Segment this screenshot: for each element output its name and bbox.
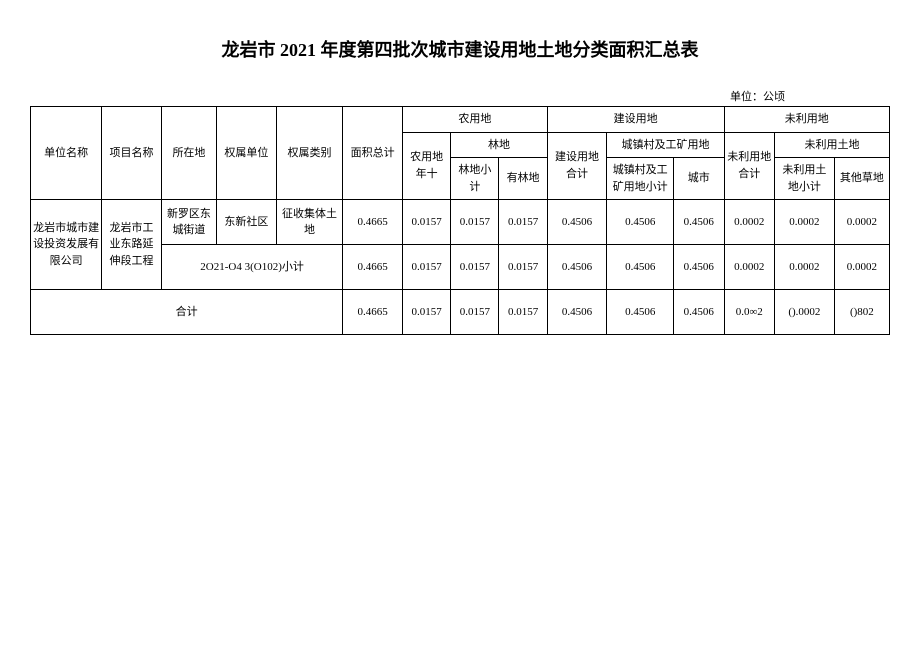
h-unit-name: 单位名称 [31, 107, 102, 200]
page-title: 龙岩市 2021 年度第四批次城市建设用地土地分类面积汇总表 [30, 36, 890, 62]
cell-project-name: 龙岩市工业东路延伸段工程 [102, 200, 162, 290]
cell: 0.0157 [499, 200, 547, 245]
cell: 0.4665 [343, 245, 403, 290]
h-forest-has: 有林地 [499, 158, 547, 200]
h-town-mine-sub: 城镇村及工矿用地小计 [607, 158, 674, 200]
h-build-total: 建设用地合计 [547, 132, 607, 200]
cell: ()802 [834, 290, 889, 335]
cell: 0.0002 [775, 245, 835, 290]
cell: 0.0157 [451, 290, 499, 335]
cell: 0.4506 [547, 245, 607, 290]
h-agri-land: 农用地 [403, 107, 548, 133]
cell: ().0002 [775, 290, 835, 335]
cell: 0.0157 [403, 245, 451, 290]
summary-table: 单位名称 项目名称 所在地 权属单位 权属类别 面积总计 农用地 建设用地 未利… [30, 106, 890, 335]
h-area-total: 面积总计 [343, 107, 403, 200]
h-forest: 林地 [451, 132, 547, 158]
h-forest-sub: 林地小计 [451, 158, 499, 200]
cell: 0.0157 [403, 290, 451, 335]
cell-unit-name: 龙岩市城市建设投资发展有限公司 [31, 200, 102, 290]
cell-owner-type: 征收集体土地 [276, 200, 343, 245]
cell-sum-label: 合计 [31, 290, 343, 335]
cell: 0.0002 [724, 200, 775, 245]
h-town-mine: 城镇村及工矿用地 [607, 132, 724, 158]
h-build-land: 建设用地 [547, 107, 724, 133]
cell: 0.0∞2 [724, 290, 775, 335]
cell: 0.4506 [607, 245, 674, 290]
table-row-sum: 合计 0.4665 0.0157 0.0157 0.0157 0.4506 0.… [31, 290, 890, 335]
cell: 0.4506 [607, 200, 674, 245]
cell: 0.4506 [673, 200, 724, 245]
h-unused-sub: 未利用土地小计 [775, 158, 835, 200]
cell: 0.4506 [547, 200, 607, 245]
h-city: 城市 [673, 158, 724, 200]
cell-subtotal-label: 2O21-O4 3(O102)小计 [161, 245, 342, 290]
cell: 0.0157 [451, 200, 499, 245]
cell: 0.0157 [403, 200, 451, 245]
table-row: 龙岩市城市建设投资发展有限公司 龙岩市工业东路延伸段工程 新罗区东城街道 东新社… [31, 200, 890, 245]
cell: 0.0002 [834, 245, 889, 290]
header-row-1: 单位名称 项目名称 所在地 权属单位 权属类别 面积总计 农用地 建设用地 未利… [31, 107, 890, 133]
cell: 0.4506 [547, 290, 607, 335]
cell: 0.4506 [673, 290, 724, 335]
h-unused-total: 未利用地合计 [724, 132, 775, 200]
cell: 0.0002 [724, 245, 775, 290]
cell: 0.4506 [607, 290, 674, 335]
cell: 0.0157 [499, 245, 547, 290]
cell-location: 新罗区东城街道 [161, 200, 216, 245]
cell: 0.0002 [834, 200, 889, 245]
h-project-name: 项目名称 [102, 107, 162, 200]
cell: 0.4665 [343, 290, 403, 335]
cell: 0.0002 [775, 200, 835, 245]
h-unused-inner: 未利用土地 [775, 132, 890, 158]
unit-label: 单位：公顷 [30, 88, 890, 104]
h-owner-type: 权属类别 [276, 107, 343, 200]
cell: 0.4506 [673, 245, 724, 290]
cell: 0.0157 [451, 245, 499, 290]
cell: 0.0157 [499, 290, 547, 335]
h-unused-land: 未利用地 [724, 107, 889, 133]
h-other-grass: 其他草地 [834, 158, 889, 200]
h-agri-year: 农用地年十 [403, 132, 451, 200]
h-owner-unit: 权属单位 [217, 107, 277, 200]
cell: 0.4665 [343, 200, 403, 245]
h-location: 所在地 [161, 107, 216, 200]
cell-owner-unit: 东新社区 [217, 200, 277, 245]
